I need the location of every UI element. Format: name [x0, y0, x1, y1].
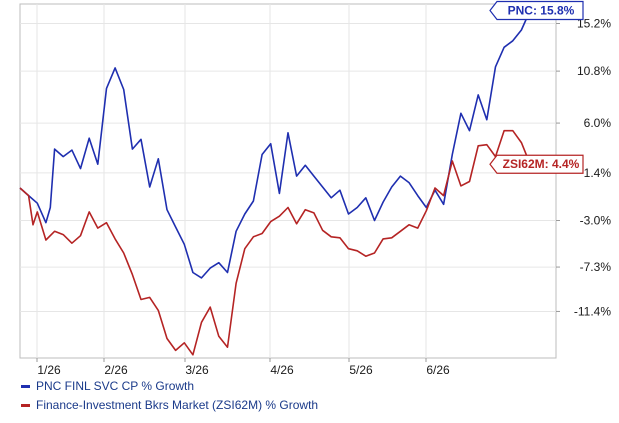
x-tick-label: 4/26 — [270, 363, 294, 377]
series-line-pnc — [19, 10, 531, 279]
end-tag-label: PNC: 15.8% — [508, 3, 575, 17]
end-tag-box — [489, 0, 584, 21]
legend-item-zsi62m: Finance-Investment Bkrs Market (ZSI62M) … — [21, 398, 318, 412]
legend-swatch — [21, 385, 30, 388]
y-tick-label: -11.4% — [574, 304, 611, 318]
end-tag-box — [489, 154, 584, 174]
legend-swatch — [21, 404, 30, 407]
legend-item-pnc: PNC FINL SVC CP % Growth — [21, 379, 194, 393]
x-tick-label: 5/26 — [349, 363, 373, 377]
series-line-zsi62m — [19, 129, 531, 356]
x-tick-label: 3/26 — [185, 363, 209, 377]
y-tick-label: 1.4% — [584, 166, 612, 180]
zsi62m-end-tag: ZSI62M: 4.4% — [489, 154, 584, 174]
pnc-end-tag: PNC: 15.8% — [489, 0, 584, 21]
y-tick-label: 10.8% — [577, 64, 611, 78]
legend-label: PNC FINL SVC CP % Growth — [36, 379, 194, 393]
x-tick-label: 2/26 — [104, 363, 128, 377]
y-tick-label: 6.0% — [584, 116, 612, 130]
y-tick-label: -7.3% — [580, 260, 612, 274]
x-tick-label: 1/26 — [37, 363, 61, 377]
plot-frame — [19, 3, 557, 359]
x-tick-label: 6/26 — [426, 363, 450, 377]
end-tag-label: ZSI62M: 4.4% — [503, 157, 580, 171]
y-tick-label: 15.2% — [577, 16, 611, 30]
y-tick-label: -3.0% — [580, 214, 612, 228]
legend-label: Finance-Investment Bkrs Market (ZSI62M) … — [36, 398, 318, 412]
